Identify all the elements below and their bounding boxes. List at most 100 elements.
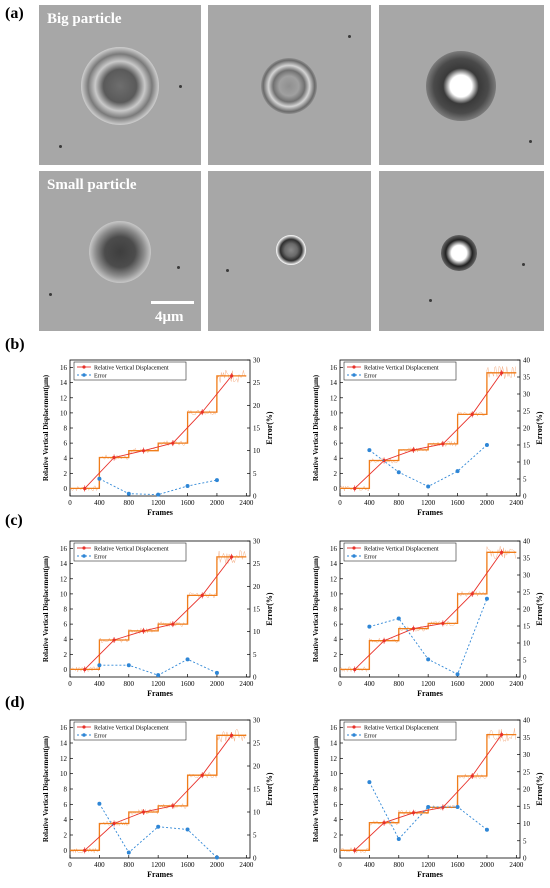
error-point	[484, 827, 489, 832]
small-particle-label: Small particle	[47, 177, 137, 193]
displacement-line	[84, 556, 232, 670]
micrograph-small-focus	[208, 171, 371, 331]
y-tick-label: 6	[64, 801, 68, 809]
legend-displacement-label: Relative Vertical Displacement	[94, 366, 169, 372]
x-tick-label: 0	[68, 861, 72, 869]
y2-tick-label: 35	[523, 374, 531, 382]
displacement-point	[411, 811, 416, 815]
y-tick-label: 10	[330, 590, 338, 598]
error-point	[367, 780, 372, 785]
y2-tick-label: 5	[253, 470, 257, 478]
y-tick-label: 8	[334, 786, 338, 794]
y-tick-label: 10	[60, 409, 68, 417]
x-tick-label: 800	[124, 499, 135, 507]
displacement-point	[83, 486, 87, 491]
plot-frame	[339, 719, 521, 859]
error-point	[455, 804, 460, 809]
y-tick-label: 16	[60, 724, 68, 732]
y2-tick-label: 20	[253, 402, 261, 410]
error-point	[484, 596, 489, 601]
y-axis-label: Relative Vertical Displacement(μm)	[42, 555, 50, 662]
particle-ring	[426, 51, 496, 121]
micrograph-small-defocus-2	[379, 171, 544, 331]
x-tick-label: 2400	[509, 861, 524, 869]
legend-displacement-marker	[352, 365, 356, 369]
y2-tick-label: 0	[523, 855, 527, 863]
legend-error-marker	[352, 733, 356, 737]
displacement-point	[500, 371, 504, 375]
plot-frame	[339, 540, 521, 678]
x-tick-label: 2000	[210, 680, 225, 688]
x-tick-label: 400	[94, 499, 105, 507]
error-point	[484, 443, 489, 447]
displacement-point	[83, 848, 87, 852]
y2-tick-label: 5	[523, 657, 527, 665]
error-point	[185, 657, 190, 662]
chart-c-right: 0 400 800 1200 1600 2000 240002468101214160510…	[312, 538, 544, 699]
x-tick-label: 0	[68, 499, 72, 507]
displacement-point	[411, 627, 416, 631]
plot-frame	[339, 359, 521, 497]
x-tick-label: 1600	[451, 499, 466, 507]
displacement-point	[171, 622, 175, 626]
y-axis-label: Relative Vertical Displacement(μm)	[42, 735, 50, 842]
y-tick-label: 12	[330, 755, 338, 763]
y2-tick-label: 10	[253, 447, 261, 455]
y-tick-label: 8	[334, 425, 338, 433]
displacement-point	[411, 448, 416, 452]
displacement-point	[353, 486, 357, 491]
y2-tick-label: 30	[523, 391, 531, 399]
y2-tick-label: 40	[523, 357, 531, 365]
error-line	[99, 478, 217, 496]
displacement-line	[84, 735, 232, 851]
micrograph-big-defocus-1: Big particle	[39, 5, 201, 165]
particle-ring	[276, 235, 306, 265]
x-tick-label: 1200	[421, 861, 436, 869]
x-tick-label: 400	[94, 680, 105, 688]
y2-tick-label: 15	[523, 442, 531, 450]
chart-c-left: 0 400 800 1200 1600 2000 240002468101214160510…	[42, 538, 274, 699]
y-tick-label: 16	[330, 545, 338, 553]
y-tick-label: 4	[64, 636, 68, 644]
legend-box	[343, 361, 457, 381]
displacement-point	[141, 810, 146, 814]
error-point	[126, 850, 131, 855]
displacement-point	[171, 804, 175, 808]
x-tick-label: 2000	[480, 499, 495, 507]
x-tick-label: 2400	[239, 680, 254, 688]
chart-d-left: 0 400 800 1200 1600 2000 240002468101214160510…	[42, 717, 274, 880]
displacement-point	[441, 805, 445, 809]
y2-tick-label: 30	[523, 751, 531, 759]
panel-label-b: (b)	[5, 336, 25, 353]
legend-displacement-label: Relative Vertical Displacement	[364, 726, 439, 732]
y-tick-label: 8	[64, 786, 68, 794]
x-tick-label: 2000	[210, 861, 225, 869]
y2-tick-label: 25	[253, 740, 261, 748]
y-tick-label: 6	[64, 621, 68, 629]
error-point	[214, 855, 219, 860]
y2-tick-label: 10	[523, 820, 531, 828]
error-point	[426, 657, 431, 662]
legend-box	[343, 721, 457, 741]
error-point	[126, 663, 131, 668]
y-tick-label: 14	[60, 560, 68, 568]
y2-tick-label: 30	[253, 717, 261, 725]
y-tick-label: 16	[60, 545, 68, 553]
legend-displacement-label: Relative Vertical Displacement	[364, 547, 439, 553]
y2-tick-label: 25	[253, 379, 261, 387]
micrograph-big-defocus-2	[379, 5, 544, 165]
y-tick-label: 2	[64, 832, 68, 840]
y-tick-label: 14	[330, 379, 338, 387]
displacement-point	[441, 442, 445, 446]
y-tick-label: 2	[334, 832, 338, 840]
y-tick-label: 10	[330, 770, 338, 778]
y-tick-label: 6	[334, 801, 338, 809]
error-point	[367, 624, 372, 629]
y2-tick-label: 10	[523, 640, 531, 648]
y-tick-label: 8	[64, 425, 68, 433]
error-point	[156, 492, 161, 497]
x-tick-label: 1200	[421, 680, 436, 688]
error-point	[367, 448, 372, 453]
y-tick-label: 14	[330, 560, 338, 568]
y2-tick-label: 5	[523, 837, 527, 845]
